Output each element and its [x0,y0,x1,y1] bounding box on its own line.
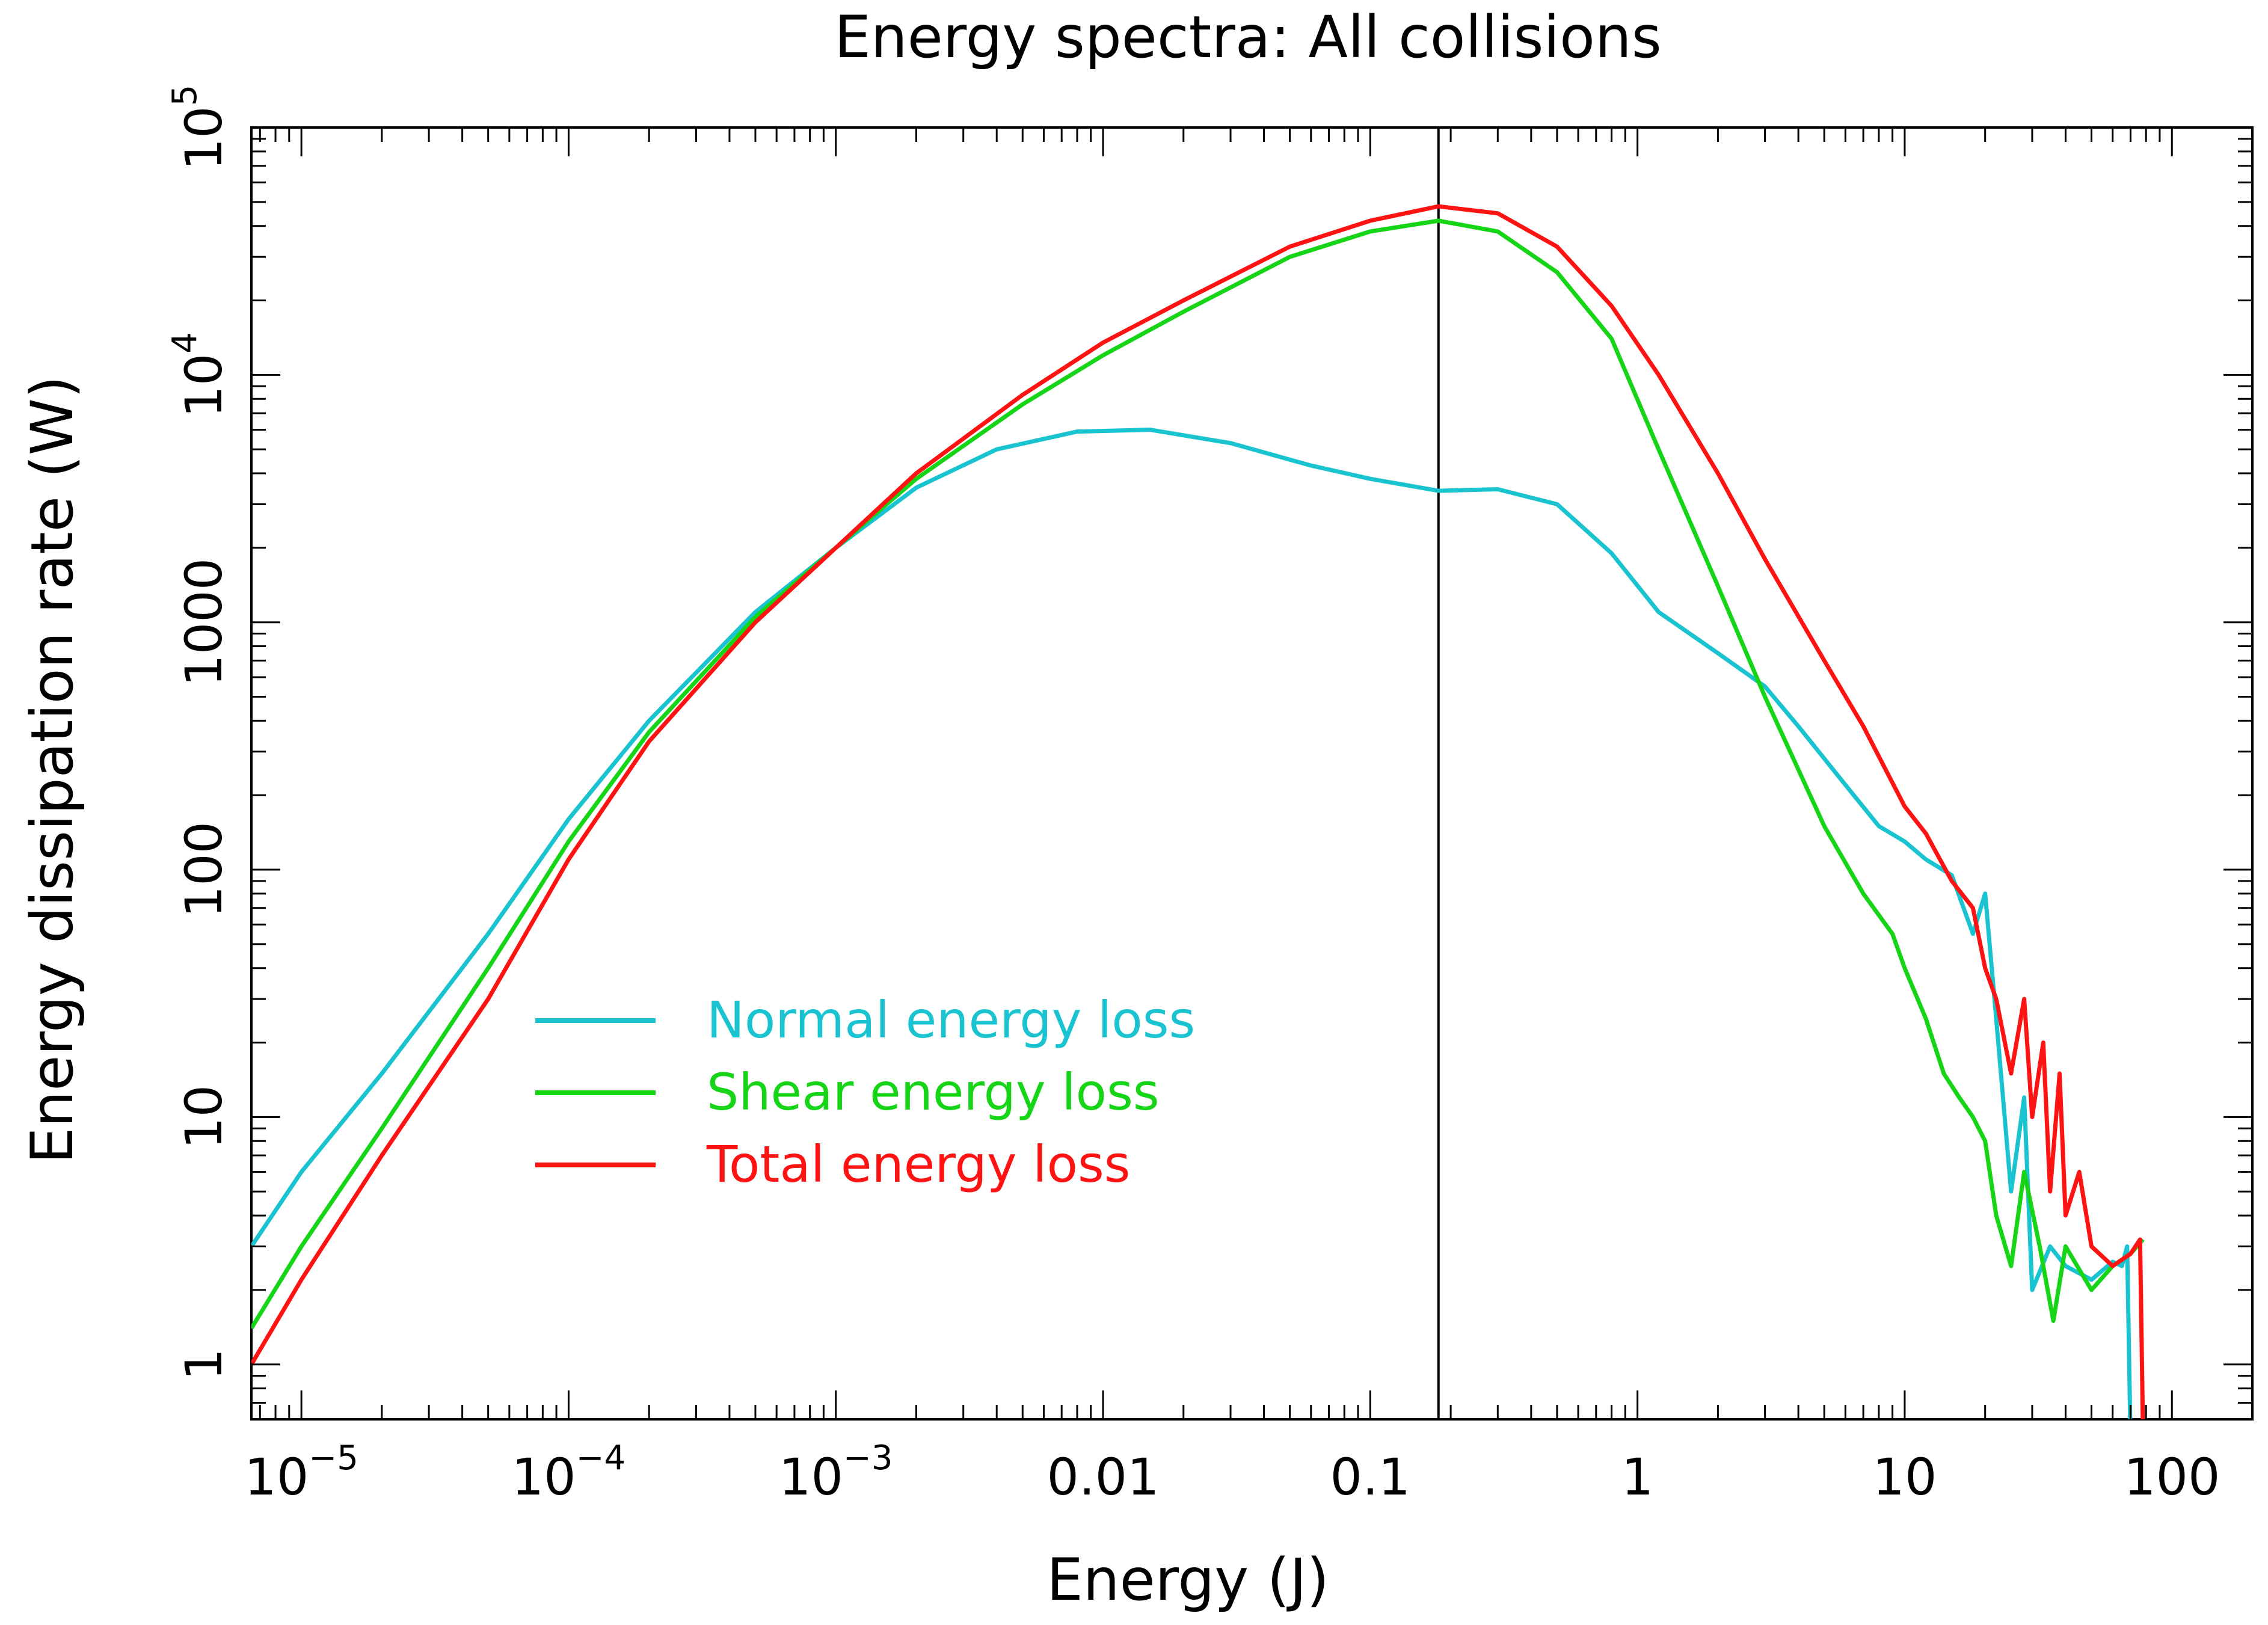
x-tick-label: 10−3 [779,1439,893,1507]
plot-frame [250,126,2254,1421]
x-tick-label: 1 [1621,1448,1653,1507]
legend-label: Total energy loss [706,1135,1131,1194]
x-tick-label: 0.1 [1330,1448,1411,1507]
x-tick-label: 100 [2124,1448,2220,1507]
series-line-normal-energy-loss [251,428,2133,1419]
x-tick-label: 10−4 [512,1439,625,1507]
chart-title: Energy spectra: All collisions [834,4,1662,71]
y-tick-label: 1000 [174,558,233,687]
x-tick-label: 10 [1873,1448,1937,1507]
y-tick-label: 100 [174,822,233,918]
y-tick-label: 105 [165,85,233,171]
x-axis-label: Energy (J) [1046,1546,1329,1614]
y-tick-label: 104 [165,332,233,418]
series-line-shear-energy-loss [251,218,2145,1330]
y-tick-label: 10 [174,1085,233,1149]
y-axis-label: Energy dissipation rate (W) [19,376,86,1164]
legend: Normal energy loss Shear energy loss Total… [535,991,1195,1194]
plot-area [250,126,2254,1421]
series-line-total-energy-loss [251,204,2145,1419]
legend-label: Normal energy loss [707,991,1195,1049]
legend-label: Shear energy loss [707,1063,1160,1122]
series-layer [251,204,2145,1419]
x-tick-label: 0.01 [1047,1448,1160,1507]
x-tick-label: 10−5 [244,1439,358,1507]
y-tick-label: 1 [174,1348,233,1380]
tick-layer: 10−5 10−4 10−3 0.01 0.1 1 10 100 1 10 100 1000 104 10… [165,85,2254,1507]
